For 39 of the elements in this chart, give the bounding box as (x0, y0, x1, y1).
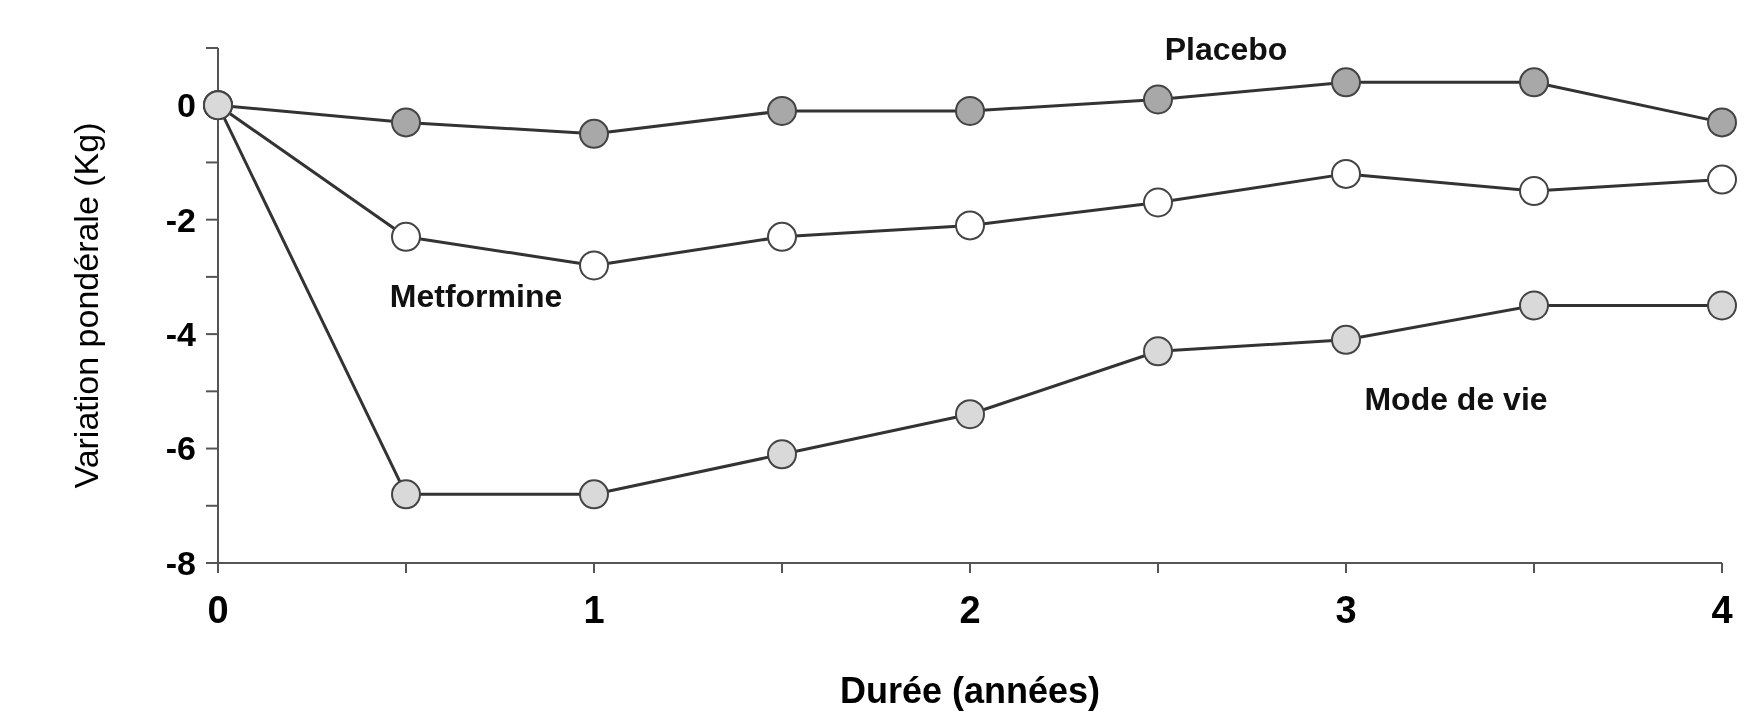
y-tick-label: -2 (165, 200, 196, 239)
point (1519, 67, 1549, 98)
point (1519, 176, 1549, 207)
y-axis-title: Variation pondérale (Kg) (67, 122, 105, 489)
x-axis-title: Durée (années) (839, 670, 1101, 711)
point (1143, 187, 1173, 218)
series-label: Placebo (1164, 31, 1288, 68)
point (1707, 290, 1737, 321)
y-tick-label: -6 (165, 429, 196, 468)
point (955, 399, 985, 430)
point (579, 479, 609, 510)
point (1707, 107, 1737, 138)
point (579, 118, 609, 149)
point (1519, 290, 1549, 321)
point (391, 107, 421, 138)
point (767, 439, 797, 470)
point (579, 250, 609, 281)
point (1331, 158, 1361, 189)
x-tick-label: 4 (1711, 589, 1733, 631)
y-tick-label: 0 (177, 86, 196, 125)
point (955, 210, 985, 241)
point (1331, 67, 1361, 98)
point (767, 221, 797, 252)
x-tick-label: 1 (583, 589, 605, 631)
point (955, 95, 985, 126)
y-tick-label: -8 (165, 543, 196, 582)
series-label: Metformine (389, 277, 563, 314)
point (1143, 336, 1173, 367)
point (1143, 84, 1173, 115)
point (767, 95, 797, 126)
x-tick-label: 0 (207, 589, 229, 631)
y-tick-label: -4 (165, 315, 197, 354)
point (1707, 164, 1737, 195)
series-label: Mode de vie (1364, 380, 1548, 417)
point (391, 221, 421, 252)
x-tick-label: 3 (1335, 589, 1357, 631)
x-tick-label: 2 (959, 589, 981, 631)
point (391, 479, 421, 510)
point (1331, 324, 1361, 355)
